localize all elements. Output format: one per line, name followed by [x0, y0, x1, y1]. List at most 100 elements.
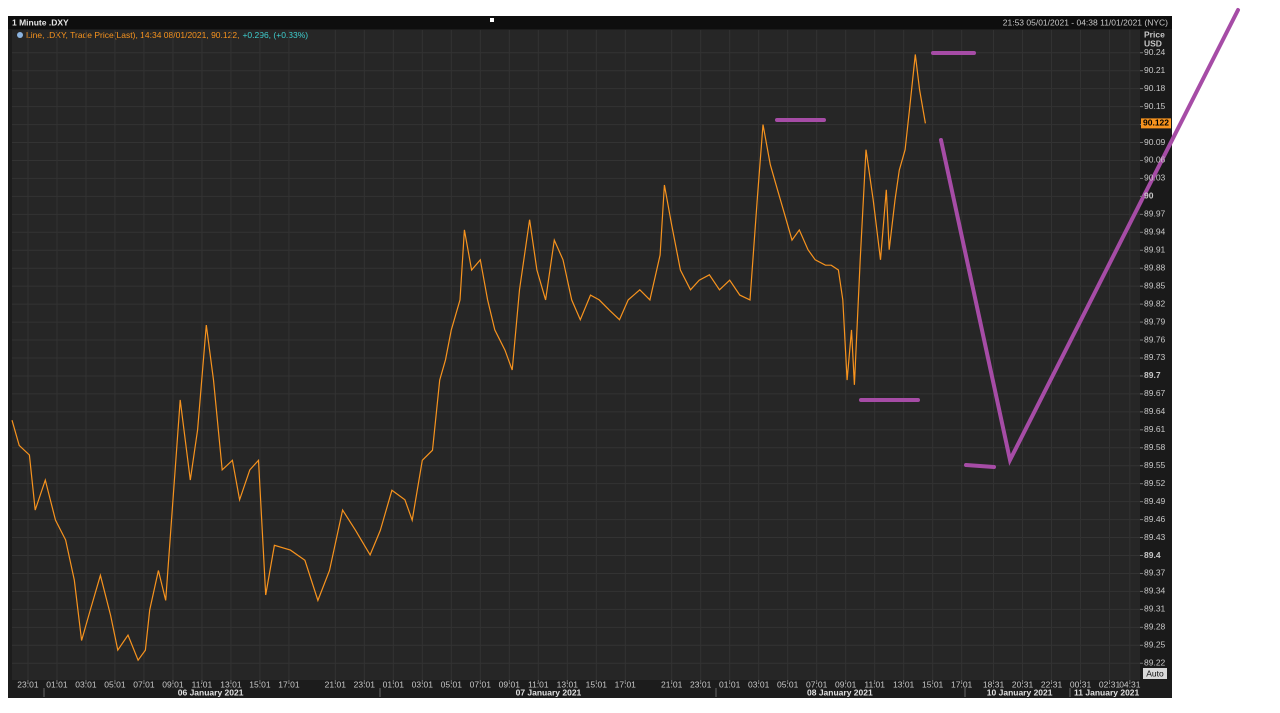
x-tick-label: 05:01 [104, 679, 126, 689]
y-tick-label: 89.64 [1144, 406, 1166, 416]
y-tick-label: 89.31 [1144, 604, 1166, 614]
x-tick-label: 09:01 [162, 679, 184, 689]
x-tick-label: 11:01 [192, 679, 213, 689]
annotation-line [964, 463, 996, 469]
legend: Line, .DXY, Trade Price(Last), 14:34 08/… [26, 30, 308, 40]
date-label: 11 January 2021 [1074, 687, 1139, 697]
x-tick-label: 00:31 [1070, 679, 1092, 689]
y-tick-label: 89.91 [1144, 245, 1166, 255]
y-tick-label: 89.58 [1144, 442, 1166, 452]
y-tick-label: 89.37 [1144, 568, 1166, 578]
x-tick-label: 03:01 [748, 679, 770, 689]
x-tick-label: 23:01 [354, 679, 376, 689]
x-tick-label: 07:01 [806, 679, 828, 689]
plot [11, 54, 926, 662]
range-text: 21:53 05/01/2021 - 04:38 11/01/2021 (NYC… [1003, 17, 1168, 27]
x-tick-label: 03:01 [412, 679, 434, 689]
x-tick-label: 15:01 [922, 679, 944, 689]
x-tick-label: 02:31 [1099, 679, 1121, 689]
y-tick-label: 89.88 [1144, 262, 1166, 272]
y-tick-label: 89.85 [1144, 280, 1166, 290]
x-tick-label: 01:01 [383, 679, 405, 689]
x-tick-label: 05:01 [777, 679, 799, 689]
x-tick-label: 03:01 [75, 679, 97, 689]
y-tick-label: 90.21 [1144, 65, 1166, 75]
y-tick-label: 90.09 [1144, 137, 1166, 147]
x-tick-label: 11:01 [528, 679, 549, 689]
y-tick-label: 90 [1144, 191, 1154, 201]
y-tick-label: 89.49 [1144, 496, 1166, 506]
grid [12, 30, 1140, 680]
y-axis-unit: USD [1144, 38, 1162, 48]
chart-title: 1 Minute .DXY [12, 17, 69, 27]
x-tick-label: 15:01 [586, 679, 608, 689]
y-tick-label: 89.46 [1144, 514, 1166, 524]
marker [490, 18, 494, 22]
x-tick-label: 04:31 [1119, 679, 1141, 689]
top-bar [8, 16, 1172, 29]
last-price-tag [1141, 118, 1171, 129]
x-tick-label: 17:01 [278, 679, 300, 689]
x-tick-label: 13:01 [557, 679, 579, 689]
x-tick-label: 18:31 [983, 679, 1005, 689]
x-tick-label: 21:01 [325, 679, 347, 689]
legend-icon [17, 32, 23, 38]
last-price-label: 90.122 [1143, 118, 1169, 128]
plot-area [12, 30, 1140, 680]
legend-name: Line, .DXY, Trade Price(Last), 14:34 08/… [26, 30, 239, 40]
x-tick-label: 07:01 [133, 679, 155, 689]
y-tick-label: 89.76 [1144, 334, 1166, 344]
y-tick-label: 89.34 [1144, 586, 1166, 596]
y-tick-label: 89.82 [1144, 298, 1166, 308]
x-tick-label: 17:01 [951, 679, 973, 689]
y-tick-label: 89.4 [1144, 550, 1161, 560]
auto-button[interactable]: Auto [1146, 668, 1164, 678]
annotation-path [939, 8, 1240, 466]
x-tick-label: 09:01 [835, 679, 857, 689]
y-tick-label: 90.03 [1144, 173, 1166, 183]
y-axis-label: Price [1144, 29, 1165, 39]
y-tick-label: 89.7 [1144, 370, 1161, 380]
y-tick-label: 89.94 [1144, 227, 1166, 237]
y-tick-label: 89.67 [1144, 388, 1166, 398]
y-tick-label: 89.73 [1144, 352, 1166, 362]
price-line [11, 54, 926, 662]
x-tick-label: 11:01 [864, 679, 885, 689]
x-tick-label: 09:01 [499, 679, 521, 689]
x-tick-label: 13:01 [220, 679, 242, 689]
x-tick-label: 07:01 [470, 679, 492, 689]
y-tick-label: 89.79 [1144, 316, 1166, 326]
y-tick-label: 89.55 [1144, 460, 1166, 470]
y-tick-label: 89.61 [1144, 424, 1166, 434]
date-label: 10 January 2021 [987, 687, 1053, 697]
legend-change: +0.296, (+0.33%) [242, 30, 308, 40]
date-label: 08 January 2021 [807, 687, 873, 697]
x-tick-label: 15:01 [249, 679, 271, 689]
x-tick-label: 13:01 [893, 679, 915, 689]
x-tick-label: 01:01 [46, 679, 68, 689]
date-label: 06 January 2021 [178, 687, 244, 697]
x-tick-label: 21:01 [661, 679, 683, 689]
x-tick-label: 17:01 [615, 679, 637, 689]
y-tick-label: 90.15 [1144, 101, 1166, 111]
y-tick-label: 89.97 [1144, 209, 1166, 219]
annotations [775, 8, 1240, 469]
y-tick-label: 89.52 [1144, 478, 1166, 488]
y-tick-label: 90.24 [1144, 47, 1166, 57]
y-tick-label: 89.25 [1144, 640, 1166, 650]
x-tick-label: 23:01 [690, 679, 712, 689]
x-tick-label: 20:31 [1012, 679, 1034, 689]
x-tick-label: 01:01 [719, 679, 741, 689]
y-tick-label: 89.22 [1144, 657, 1166, 667]
y-tick-label: 89.28 [1144, 622, 1166, 632]
auto-button-bg[interactable] [1143, 668, 1167, 679]
y-axis-panel [1140, 30, 1172, 680]
x-tick-label: 05:01 [441, 679, 463, 689]
y-tick-label: 89.43 [1144, 532, 1166, 542]
y-tick-label: 90.18 [1144, 83, 1166, 93]
x-tick-label: 23:01 [17, 679, 39, 689]
y-tick-label: 90.06 [1144, 155, 1166, 165]
x-tick-label: 22:31 [1041, 679, 1063, 689]
